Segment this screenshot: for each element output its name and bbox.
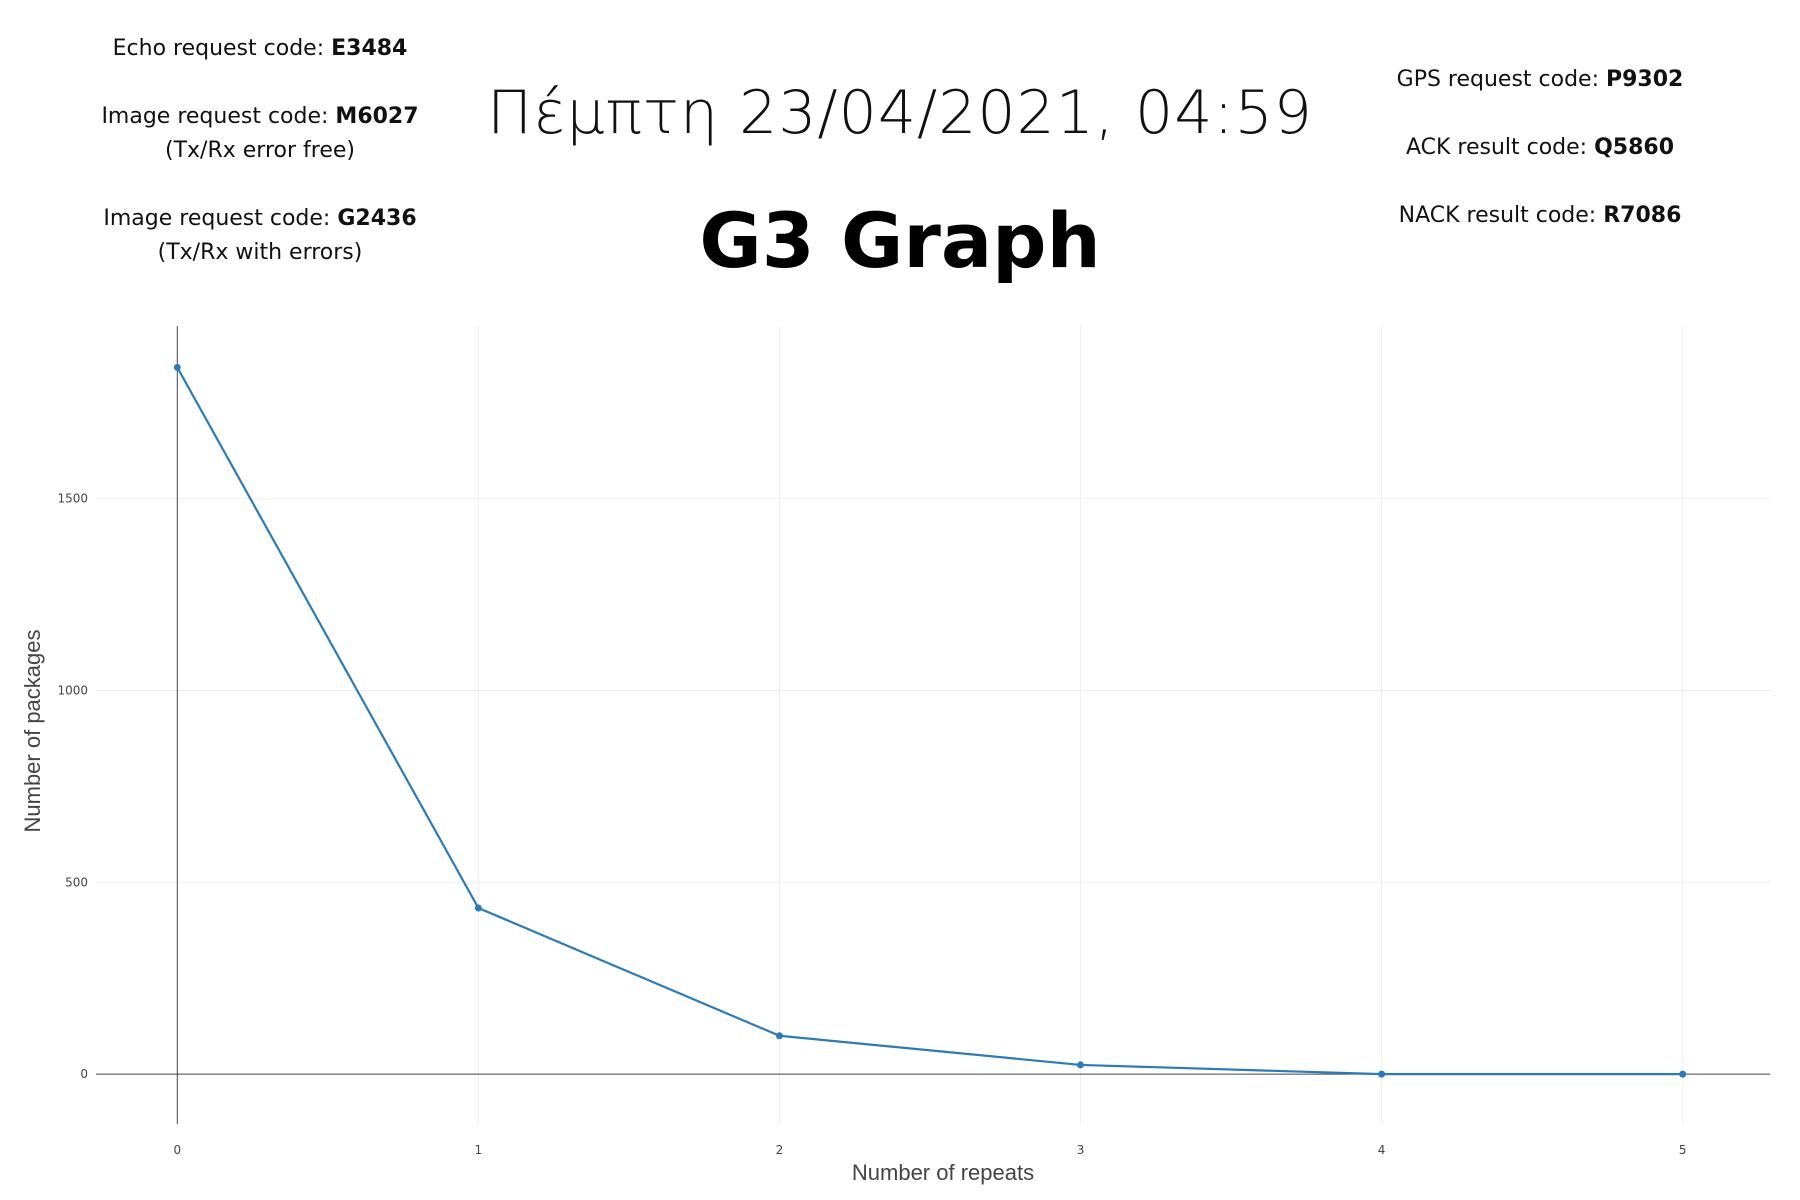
image-request-errors-value: G2436 [337, 206, 417, 231]
series-line [176, 366, 1683, 1076]
y-tick-label: 1500 [57, 492, 88, 506]
nack-result-label: NACK result code: [1398, 203, 1604, 228]
nack-result-value: R7086 [1603, 203, 1682, 228]
x-axis-title: Number of repeats [852, 1160, 1034, 1185]
x-tick-label: 1 [475, 1143, 483, 1157]
y-tick-label: 500 [65, 875, 88, 889]
data-point [1378, 1070, 1386, 1078]
x-tick-label: 2 [776, 1143, 784, 1157]
echo-request-label: Echo request code: [112, 36, 332, 61]
image-request-note: (Tx/Rx error free) [165, 138, 355, 163]
ack-result-label: ACK result code: [1405, 135, 1595, 160]
data-point [173, 363, 181, 371]
graph-title: G3 Graph [699, 196, 1101, 285]
y-tick-label: 1000 [57, 683, 88, 697]
y-tick-label: 0 [80, 1067, 88, 1081]
data-point [474, 904, 482, 912]
y-axis-title: Number of packages [20, 630, 45, 833]
x-tick-label: 0 [173, 1143, 181, 1157]
image-request-errors-note: (Tx/Rx with errors) [157, 240, 363, 265]
x-tick-label: 3 [1077, 1143, 1085, 1157]
image-request-errors-label: Image request code: [103, 206, 338, 231]
image-request-label: Image request code: [101, 104, 336, 129]
echo-request-code: Echo request code: E3484 [60, 32, 460, 66]
right-result-codes: GPS request code: P9302 ACK result code:… [1330, 63, 1750, 233]
date-heading: Πέμπτη 23/04/2021, 04:59 [487, 78, 1313, 148]
x-tick-label: 4 [1378, 1143, 1386, 1157]
gps-request-code: GPS request code: P9302 [1330, 63, 1750, 97]
data-point [1679, 1070, 1687, 1078]
gps-request-label: GPS request code: [1396, 67, 1606, 92]
x-tick-label: 5 [1679, 1143, 1687, 1157]
image-request-code-error-free: Image request code: M6027 (Tx/Rx error f… [60, 100, 460, 168]
image-request-value: M6027 [335, 104, 419, 129]
ack-result-value: Q5860 [1594, 135, 1675, 160]
left-request-codes: Echo request code: E3484 Image request c… [60, 32, 460, 270]
image-request-code-with-errors: Image request code: G2436 (Tx/Rx with er… [60, 202, 460, 270]
echo-request-value: E3484 [331, 36, 408, 61]
nack-result-code: NACK result code: R7086 [1330, 199, 1750, 233]
data-point [775, 1032, 783, 1040]
ack-result-code: ACK result code: Q5860 [1330, 131, 1750, 165]
data-point [1077, 1061, 1085, 1069]
gps-request-value: P9302 [1606, 67, 1684, 92]
